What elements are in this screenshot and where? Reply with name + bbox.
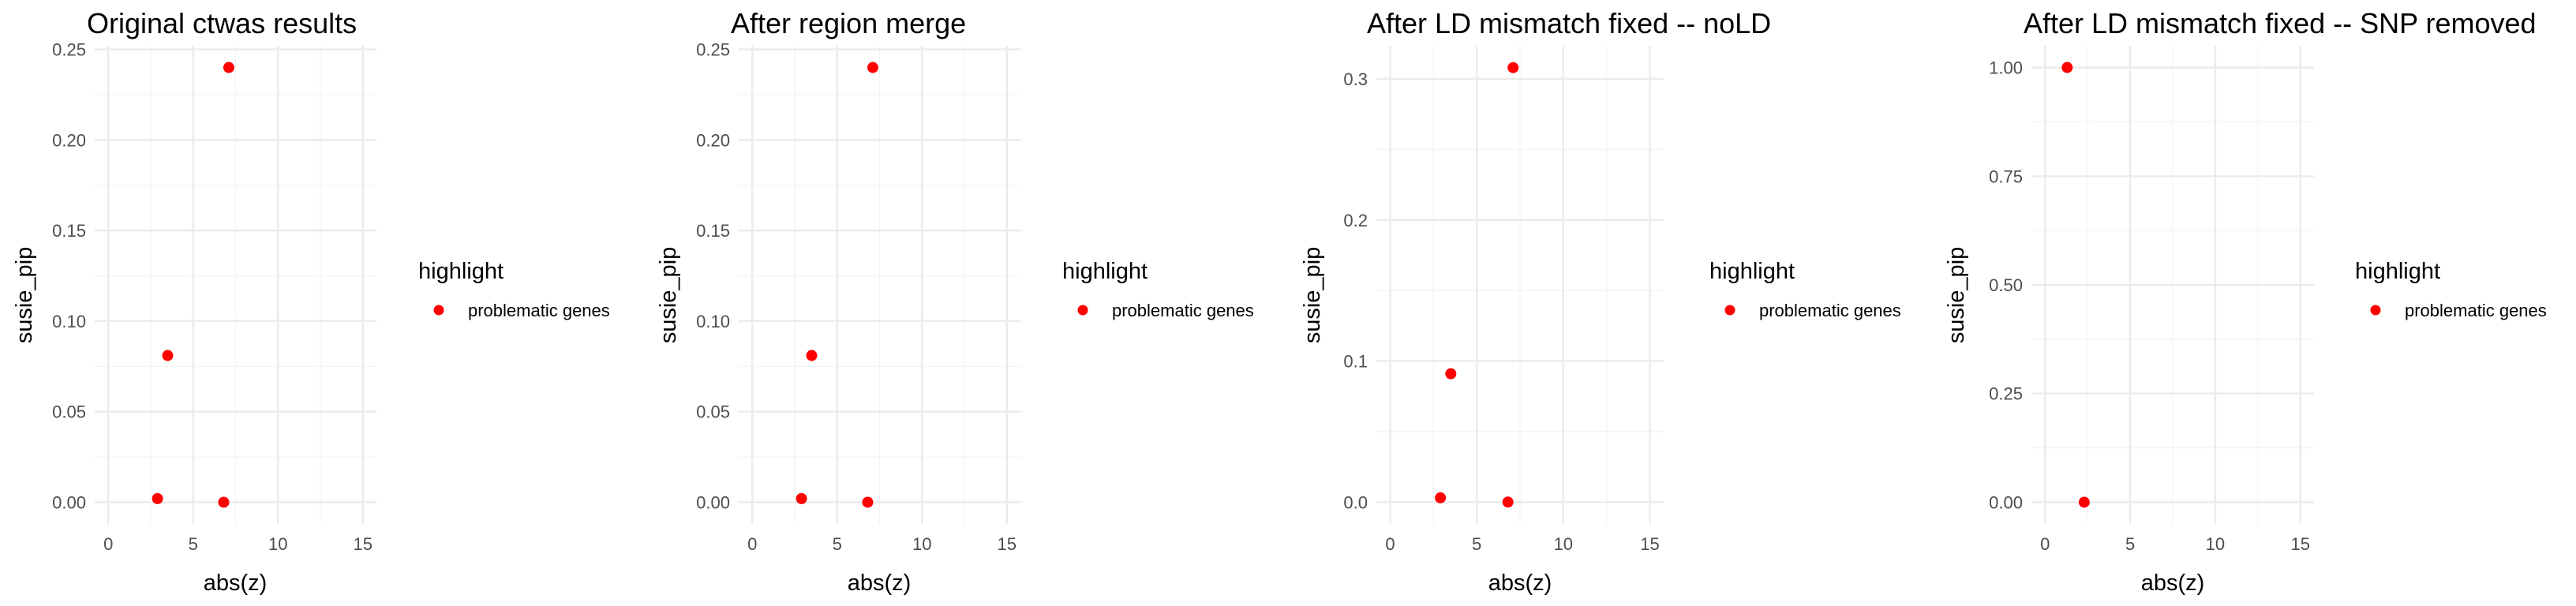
x-tick-label: 5: [2125, 534, 2135, 554]
legend-key-point: [1077, 305, 1088, 316]
legend-key-point: [2370, 305, 2381, 316]
legend-label: problematic genes: [2405, 301, 2547, 320]
x-tick-label: 0: [103, 534, 113, 554]
x-tick-label: 5: [1472, 534, 1481, 554]
y-tick-label: 0.1: [1343, 352, 1368, 372]
y-axis-title: susie_pip: [12, 247, 37, 344]
data-point: [806, 350, 818, 361]
legend-key-point: [1724, 305, 1735, 316]
y-tick-label: 0.10: [696, 312, 730, 331]
y-tick-label: 0.25: [1989, 384, 2023, 404]
x-tick-label: 15: [1640, 534, 1659, 554]
y-tick-label: 0.05: [52, 402, 86, 422]
chart-title: After LD mismatch fixed -- SNP removed: [2024, 7, 2537, 39]
data-point: [218, 496, 230, 508]
y-tick-label: 0.2: [1343, 211, 1368, 230]
data-point: [1445, 368, 1457, 380]
y-tick-label: 0.00: [696, 492, 730, 512]
x-axis-title: abs(z): [848, 570, 912, 596]
chart-title: After LD mismatch fixed -- noLD: [1367, 7, 1771, 39]
panel-after-region-merge: 0 5 10 15 0.00 0.05 0.10 0.15 0.20 0.25 After re…: [644, 0, 1288, 606]
panel-ld-mismatch-snp-removed: 0 5 10 15 0.00 0.25 0.50 0.75 1.00 After LD mis…: [1932, 0, 2576, 606]
y-tick-label: 0.75: [1989, 166, 2023, 186]
legend-key-point: [433, 305, 444, 316]
legend-title: highlight: [1062, 259, 1148, 284]
y-tick-label: 0.00: [52, 492, 86, 512]
legend-title: highlight: [2355, 259, 2440, 284]
panel-ld-mismatch-nold: 0 5 10 15 0.0 0.1 0.2 0.3 After LD mismatch fi…: [1288, 0, 1932, 606]
chart-ld-mismatch-nold: 0 5 10 15 0.0 0.1 0.2 0.3 After LD mismatch fi…: [1300, 7, 1901, 596]
y-tick-label: 0.15: [52, 221, 86, 241]
chart-title: After region merge: [731, 7, 966, 39]
data-point: [796, 492, 807, 504]
chart-ld-mismatch-snp-removed: 0 5 10 15 0.00 0.25 0.50 0.75 1.00 After LD mis…: [1944, 7, 2547, 596]
x-tick-label: 10: [912, 534, 931, 554]
y-tick-label: 0.0: [1343, 492, 1368, 512]
data-point: [2061, 62, 2073, 73]
legend-title: highlight: [418, 259, 504, 284]
data-point: [162, 350, 174, 361]
x-axis-title: abs(z): [204, 570, 268, 596]
y-tick-label: 0.20: [696, 130, 730, 150]
y-axis-title: susie_pip: [1944, 247, 1969, 344]
data-point: [1435, 492, 1447, 503]
chart-original-ctwas: 0 5 10 15 0.00 0.05 0.10 0.15 0.20 0.25 Original…: [12, 7, 610, 596]
x-tick-label: 5: [833, 534, 842, 554]
y-tick-label: 0.50: [1989, 275, 2023, 295]
y-tick-label: 0.00: [1989, 492, 2023, 512]
panel-original-ctwas: 0 5 10 15 0.00 0.05 0.10 0.15 0.20 0.25 Original…: [0, 0, 644, 606]
y-tick-label: 0.20: [52, 130, 86, 150]
y-axis-title: susie_pip: [656, 247, 681, 344]
legend-label: problematic genes: [1759, 301, 1901, 320]
x-tick-label: 0: [2040, 534, 2050, 554]
y-tick-label: 0.25: [696, 40, 730, 60]
x-tick-label: 10: [2206, 534, 2225, 554]
y-tick-label: 1.00: [1989, 58, 2023, 78]
chart-after-region-merge: 0 5 10 15 0.00 0.05 0.10 0.15 0.20 0.25 After re…: [656, 7, 1254, 596]
y-tick-label: 0.25: [52, 40, 86, 60]
data-point: [2078, 496, 2090, 508]
legend-title: highlight: [1709, 259, 1795, 284]
y-tick-label: 0.10: [52, 312, 86, 331]
data-point: [223, 62, 234, 73]
x-tick-label: 15: [998, 534, 1017, 554]
x-tick-label: 10: [268, 534, 287, 554]
legend-label: problematic genes: [1112, 301, 1254, 320]
legend-label: problematic genes: [468, 301, 610, 320]
data-point: [867, 62, 878, 73]
y-axis-title: susie_pip: [1300, 247, 1325, 344]
x-tick-label: 15: [354, 534, 373, 554]
x-tick-label: 15: [2291, 534, 2310, 554]
x-tick-label: 5: [189, 534, 198, 554]
data-point: [152, 492, 163, 504]
x-tick-label: 0: [747, 534, 757, 554]
x-axis-title: abs(z): [1488, 570, 1552, 596]
data-point: [862, 496, 874, 508]
data-point: [1507, 62, 1519, 73]
chart-title: Original ctwas results: [87, 7, 357, 39]
x-tick-label: 10: [1554, 534, 1573, 554]
y-tick-label: 0.15: [696, 221, 730, 241]
y-tick-label: 0.3: [1343, 69, 1368, 89]
data-point: [1502, 496, 1514, 508]
x-axis-title: abs(z): [2141, 570, 2205, 596]
y-tick-label: 0.05: [696, 402, 730, 422]
x-tick-label: 0: [1385, 534, 1395, 554]
